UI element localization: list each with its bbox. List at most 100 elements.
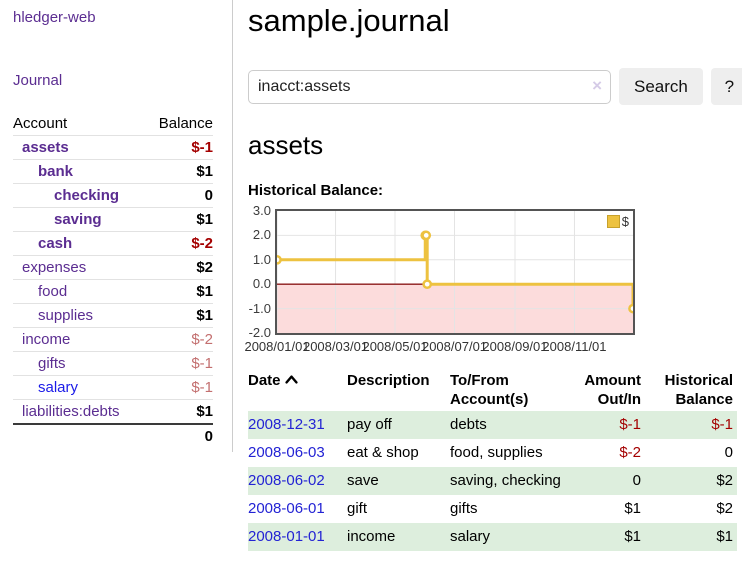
- account-link[interactable]: income: [22, 331, 71, 348]
- transaction-row: 2008-06-01 gift gifts $1 $2: [248, 495, 737, 523]
- sidebar: hledger-web Journal Account Balance asse…: [0, 0, 233, 452]
- x-axis-tick-label: 2008/05/01: [362, 339, 428, 354]
- account-balance: $1: [196, 403, 213, 420]
- register-column-header: Description: [347, 372, 430, 389]
- legend-label: $: [621, 214, 629, 229]
- account-row: liabilities:debts $1: [13, 399, 213, 423]
- transaction-amount: $-1: [619, 416, 641, 433]
- account-link[interactable]: cash: [38, 235, 73, 252]
- search-help-button[interactable]: ?: [710, 68, 742, 105]
- transaction-row: 2008-01-01 income salary $1 $1: [248, 523, 737, 551]
- transaction-date-link[interactable]: 2008-06-03: [248, 444, 325, 461]
- transaction-date-link[interactable]: 2008-06-02: [248, 472, 325, 489]
- x-axis-tick-label: 2008/09/01: [482, 339, 548, 354]
- x-axis-tick-label: 2008/01/01: [244, 339, 310, 354]
- account-row: gifts $-1: [13, 351, 213, 375]
- transaction-balance: $2: [716, 500, 733, 517]
- search-button[interactable]: Search: [619, 68, 703, 105]
- y-axis-tick-label: 3.0: [252, 203, 271, 218]
- account-link[interactable]: food: [38, 283, 68, 300]
- transaction-row: 2008-06-03 eat & shop food, supplies $-2 0: [248, 439, 737, 467]
- transaction-description: save: [347, 472, 379, 489]
- x-axis-tick-label: 2008/07/01: [421, 339, 488, 354]
- y-axis-tick-label: 0.0: [252, 276, 271, 292]
- clear-search-icon[interactable]: ×: [592, 75, 602, 95]
- x-axis-tick-label: 2008/11/01: [542, 339, 607, 354]
- chart-plot-area: $: [275, 209, 635, 335]
- account-balance: $1: [196, 163, 213, 180]
- transaction-accounts: gifts: [450, 500, 478, 517]
- account-row: supplies $1: [13, 303, 213, 327]
- transaction-amount: 0: [632, 472, 641, 489]
- account-balance: $-1: [191, 139, 213, 156]
- sidebar-item-journal[interactable]: Journal: [13, 72, 63, 89]
- account-row: bank $1: [13, 159, 213, 183]
- account-balance: $-1: [191, 379, 213, 396]
- account-row: income $-2: [13, 327, 213, 351]
- transaction-amount: $1: [624, 528, 641, 545]
- x-axis-tick-label: 2008/03/01: [302, 339, 369, 354]
- register-column-header: Historical Balance: [664, 372, 733, 408]
- account-link[interactable]: expenses: [22, 259, 87, 276]
- account-link[interactable]: checking: [54, 187, 120, 204]
- account-balance: $1: [196, 211, 213, 228]
- accounts-table: Account Balance assets $-1 bank $1 checking 0…: [13, 112, 213, 448]
- account-link[interactable]: saving: [54, 211, 102, 228]
- transaction-balance: $-1: [711, 416, 733, 433]
- transaction-accounts: food, supplies: [450, 444, 543, 461]
- y-axis-tick-label: 1.0: [252, 251, 271, 267]
- account-link[interactable]: salary: [38, 379, 79, 396]
- transaction-description: gift: [347, 500, 368, 517]
- transaction-accounts: salary: [450, 528, 491, 545]
- chart-heading: Historical Balance:: [248, 182, 384, 199]
- account-balance: $-2: [191, 235, 213, 252]
- account-link[interactable]: assets: [22, 139, 69, 156]
- account-link[interactable]: bank: [38, 163, 74, 180]
- account-row: checking 0: [13, 183, 213, 207]
- transaction-amount: $1: [624, 500, 641, 517]
- account-balance: $-1: [191, 355, 213, 372]
- register-column-header: Amount Out/In: [584, 372, 641, 408]
- historical-balance-chart: $ 3.0 2.0 1.0 0.0 -1.0 -2.0 2008/01/01 2008/03/…: [244, 203, 728, 357]
- balance-column-header: Balance: [158, 115, 213, 132]
- transaction-row: 2008-06-02 save saving, checking 0 $2: [248, 467, 737, 495]
- accounts-table-header: Account Balance: [13, 112, 213, 135]
- sort-ascending-icon: [284, 375, 298, 384]
- transaction-accounts: saving, checking: [450, 472, 561, 489]
- transaction-description: eat & shop: [347, 444, 419, 461]
- chart-legend: $: [606, 214, 629, 229]
- transaction-balance: 0: [724, 444, 733, 461]
- account-balance: $2: [196, 259, 213, 276]
- page-title: sample.journal: [248, 3, 450, 38]
- legend-swatch-icon: [606, 215, 620, 228]
- y-axis-tick-label: -2.0: [248, 325, 271, 340]
- accounts-total: 0: [13, 423, 213, 448]
- transaction-row: 2008-12-31 pay off debts $-1 $-1: [248, 411, 737, 439]
- register-column-header[interactable]: Date: [248, 369, 347, 411]
- account-balance: 0: [204, 187, 213, 204]
- register-column-header: To/From Account(s): [450, 372, 529, 408]
- account-link[interactable]: liabilities:debts: [22, 403, 120, 420]
- account-link[interactable]: supplies: [38, 307, 94, 324]
- transaction-date-link[interactable]: 2008-01-01: [248, 528, 325, 545]
- transaction-description: income: [347, 528, 396, 545]
- search-form: × Search ?: [248, 68, 742, 105]
- account-balance: $-2: [191, 331, 213, 348]
- transaction-amount: $-2: [619, 444, 641, 461]
- main-content: sample.journal × Search ? assets Histori…: [233, 0, 742, 582]
- transaction-description: pay off: [347, 416, 392, 433]
- account-row: cash $-2: [13, 231, 213, 255]
- account-link[interactable]: gifts: [38, 355, 66, 372]
- transaction-date-link[interactable]: 2008-12-31: [248, 416, 325, 433]
- account-row: saving $1: [13, 207, 213, 231]
- transaction-balance: $2: [716, 472, 733, 489]
- account-heading: assets: [248, 130, 324, 160]
- app-brand-link[interactable]: hledger-web: [13, 9, 96, 26]
- account-column-header: Account: [13, 115, 68, 132]
- transaction-date-link[interactable]: 2008-06-01: [248, 500, 325, 517]
- transaction-balance: $1: [716, 528, 733, 545]
- account-balance: $1: [196, 307, 213, 324]
- y-axis-tick-label: -1.0: [248, 300, 271, 316]
- search-input[interactable]: [248, 69, 611, 104]
- account-row: food $1: [13, 279, 213, 303]
